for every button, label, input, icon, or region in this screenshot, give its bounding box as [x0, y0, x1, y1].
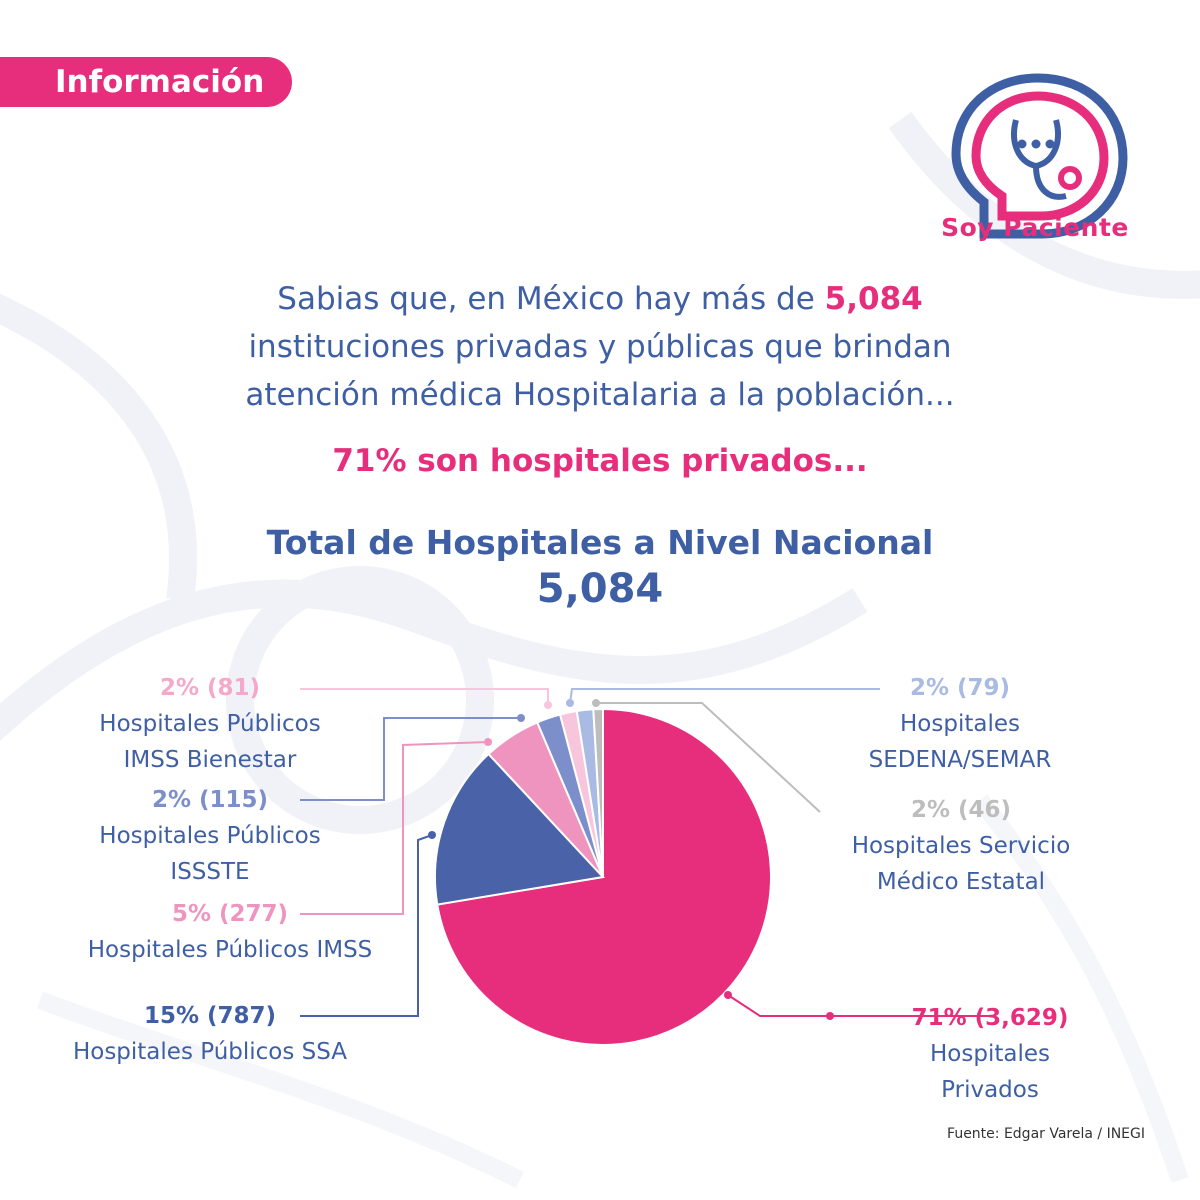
- leader-dot-5: [566, 699, 574, 707]
- label-privados-value: 71% (3,629): [911, 1005, 1069, 1031]
- label-privados: 71% (3,629) Hospitales Privados: [880, 1000, 1100, 1108]
- intro-line-2: instituciones privadas y públicas que br…: [248, 329, 952, 365]
- label-estatal: 2% (46) Hospitales Servicio Médico Estat…: [830, 792, 1092, 900]
- information-tag-label: Información: [55, 64, 265, 100]
- label-sedena-text-2: SEDENA/SEMAR: [868, 747, 1052, 773]
- pie-slice-1: [434, 752, 605, 906]
- label-estatal-text-1: Hospitales Servicio: [851, 833, 1071, 859]
- label-sedena-value: 2% (79): [909, 675, 1011, 701]
- leader-dot-1: [428, 831, 436, 839]
- intro-line-1-prefix: Sabias que, en México hay más de: [277, 281, 825, 317]
- subheading: 71% son hospitales privados...: [332, 443, 868, 479]
- source-text: Fuente: Edgar Varela / INEGI: [947, 1126, 1145, 1142]
- leader-line-4: [300, 688, 549, 705]
- leader-dot-6: [592, 699, 600, 707]
- label-estatal-value: 2% (46): [910, 797, 1012, 823]
- label-ssa-value: 15% (787): [143, 1003, 277, 1029]
- label-bienestar-text-2: IMSS Bienestar: [123, 747, 297, 773]
- leader-line-3: [300, 717, 521, 801]
- label-bienestar-text-1: Hospitales Públicos: [99, 711, 321, 737]
- label-imss: 5% (277) Hospitales Públicos IMSS: [60, 896, 400, 968]
- label-ssa: 15% (787) Hospitales Públicos SSA: [60, 998, 360, 1070]
- label-bienestar-value: 2% (81): [159, 675, 261, 701]
- leader-line-privados-edge: [727, 994, 830, 1017]
- label-issste-text-1: Hospitales Públicos: [99, 823, 321, 849]
- leader-dot-3: [517, 714, 525, 722]
- label-privados-text: Hospitales Privados: [930, 1041, 1050, 1103]
- chart-title: Total de Hospitales a Nivel Nacional: [266, 523, 934, 562]
- information-tag: Información: [0, 57, 292, 107]
- leader-line-6: [596, 702, 821, 813]
- label-bienestar: 2% (81) Hospitales Públicos IMSS Bienest…: [60, 670, 360, 778]
- label-imss-text: Hospitales Públicos IMSS: [87, 937, 373, 963]
- label-sedena: 2% (79) Hospitales SEDENA/SEMAR: [830, 670, 1090, 778]
- label-estatal-text-2: Médico Estatal: [876, 869, 1046, 895]
- intro-line-1: Sabias que, en México hay más de 5,084: [150, 275, 1050, 323]
- stethoscope-chat-bubble-icon: [951, 73, 1128, 239]
- label-sedena-text-1: Hospitales: [900, 711, 1020, 737]
- logo-text: Soy Paciente: [941, 213, 1129, 242]
- label-imss-value: 5% (277): [171, 901, 289, 927]
- label-issste-value: 2% (115): [151, 787, 269, 813]
- pie-slice-6: [592, 707, 604, 878]
- leader-line-5: [569, 688, 880, 704]
- intro-highlight: 5,084: [824, 281, 923, 317]
- label-issste: 2% (115) Hospitales Públicos ISSSTE: [60, 782, 360, 890]
- chart-total: 5,084: [536, 566, 664, 612]
- leader-dot-4: [544, 701, 552, 709]
- label-ssa-text: Hospitales Públicos SSA: [72, 1039, 348, 1065]
- label-issste-text-2: ISSSTE: [170, 859, 250, 885]
- leader-line-1: [300, 834, 433, 1017]
- intro-text: Sabias que, en México hay más de 5,084 i…: [150, 275, 1050, 419]
- leader-line-2: [300, 741, 489, 915]
- leader-dot-2: [484, 738, 492, 746]
- intro-line-3: atención médica Hospitalaria a la poblac…: [245, 377, 955, 413]
